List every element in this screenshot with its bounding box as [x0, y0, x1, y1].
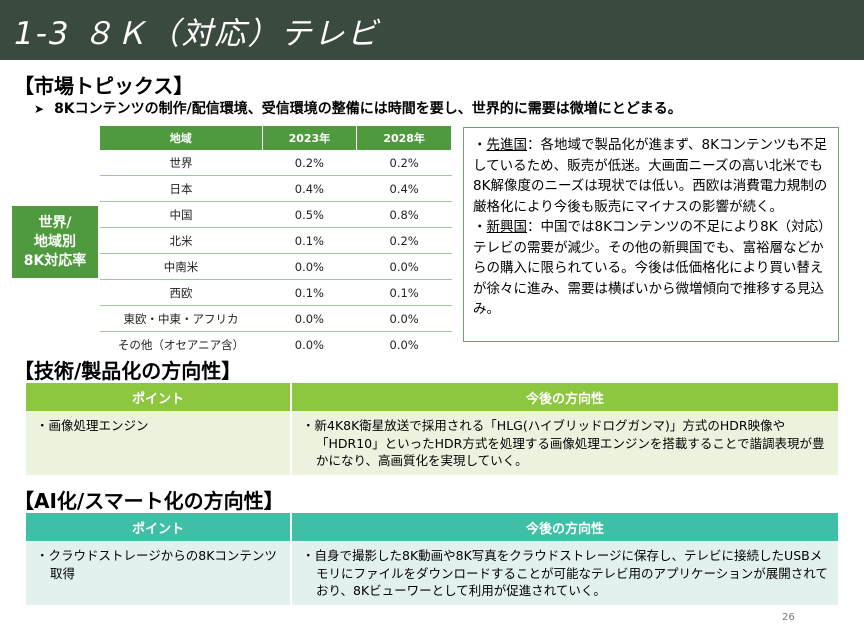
emerging-countries-text: ：中国では8Kコンテンツの不足により8K（対応）テレビの需要が減少。その他の新興… [473, 219, 832, 317]
page-number: 26 [782, 612, 795, 623]
table-row: ・クラウドストレージからの8Kコンテンツ取得 ・自身で撮影した8K動画や8K写真… [26, 541, 838, 605]
table-header-row: ポイント 今後の方向性 [26, 383, 838, 411]
col-region: 地域 [100, 126, 263, 150]
ai-point-cell: ・クラウドストレージからの8Kコンテンツ取得 [26, 541, 292, 605]
col-point: ポイント [26, 383, 292, 411]
adoption-rate-label: 世界/ 地域別 8K対応率 [12, 206, 98, 278]
region-adoption-table: 地域 2023年 2028年 世界 0.2% 0.2% 日本 0.4% 0.4% 中国 0… [100, 126, 452, 357]
advanced-countries-label: 先進国 [486, 137, 528, 153]
emerging-countries-label: 新興国 [486, 219, 528, 235]
table-row: 日本 0.4% 0.4% [100, 175, 452, 202]
col-2028: 2028年 [356, 126, 452, 150]
ai-direction-table: ポイント 今後の方向性 ・クラウドストレージからの8Kコンテンツ取得 ・自身で撮… [26, 513, 838, 605]
emerging-countries-paragraph: ・新興国：中国では8Kコンテンツの不足により8K（対応）テレビの需要が減少。その… [473, 219, 832, 317]
market-summary-text: 8Kコンテンツの制作/配信環境、受信環境の整備には時間を要し、世界的に需要は微増… [54, 101, 682, 117]
table-row: 中国 0.5% 0.8% [100, 201, 452, 228]
arrow-bullet-icon: ➤ [34, 102, 45, 116]
market-trend-box: ・先進国：各地域で製品化が進まず、8Kコンテンツも不足しているため、販売が低迷。… [463, 127, 839, 342]
table-row: その他（オセアニア含） 0.0% 0.0% [117, 337, 419, 352]
tech-direction-table: ポイント 今後の方向性 ・画像処理エンジン ・新4K8K衛星放送で採用される「H… [26, 383, 838, 475]
ai-direction-cell: ・自身で撮影した8K動画や8K写真をクラウドストレージに保存し、テレビに接続した… [291, 541, 838, 605]
col-direction: 今後の方向性 [291, 383, 838, 411]
table-row: 西欧 0.1% 0.1% [100, 279, 452, 306]
col-direction: 今後の方向性 [291, 513, 838, 541]
table-row: 東欧・中東・アフリカ 0.0% 0.0% [100, 305, 452, 332]
slide-title: 1-3 ８Ｋ（対応）テレビ [14, 16, 380, 52]
tech-direction-cell: ・新4K8K衛星放送で採用される「HLG(ハイブリッドログガンマ)」方式のHDR… [291, 411, 838, 475]
table-row: 世界 0.2% 0.2% [100, 150, 452, 176]
table-header-row: ポイント 今後の方向性 [26, 513, 838, 541]
col-point: ポイント [26, 513, 292, 541]
market-summary: ➤ 8Kコンテンツの制作/配信環境、受信環境の整備には時間を要し、世界的に需要は微… [34, 98, 682, 118]
advanced-countries-paragraph: ・先進国：各地域で製品化が進まず、8Kコンテンツも不足しているため、販売が低迷。… [473, 137, 828, 215]
advanced-countries-text: ：各地域で製品化が進まず、8Kコンテンツも不足しているため、販売が低迷。大画面ニ… [473, 137, 828, 215]
table-header-row: 地域 2023年 2028年 [100, 126, 452, 150]
tech-direction-heading: 【技術/製品化の方向性】 [14, 359, 242, 383]
ai-direction-heading: 【AI化/スマート化の方向性】 [14, 489, 284, 513]
slide-header: 1-3 ８Ｋ（対応）テレビ [0, 0, 864, 60]
table-row: 北米 0.1% 0.2% [100, 227, 452, 254]
col-2023: 2023年 [262, 126, 358, 150]
tech-point-cell: ・画像処理エンジン [26, 411, 292, 475]
market-topics-heading: 【市場トピックス】 [14, 74, 194, 98]
table-row: ・画像処理エンジン ・新4K8K衛星放送で採用される「HLG(ハイブリッドログガ… [26, 411, 838, 475]
table-row: 中南米 0.0% 0.0% [100, 253, 452, 280]
